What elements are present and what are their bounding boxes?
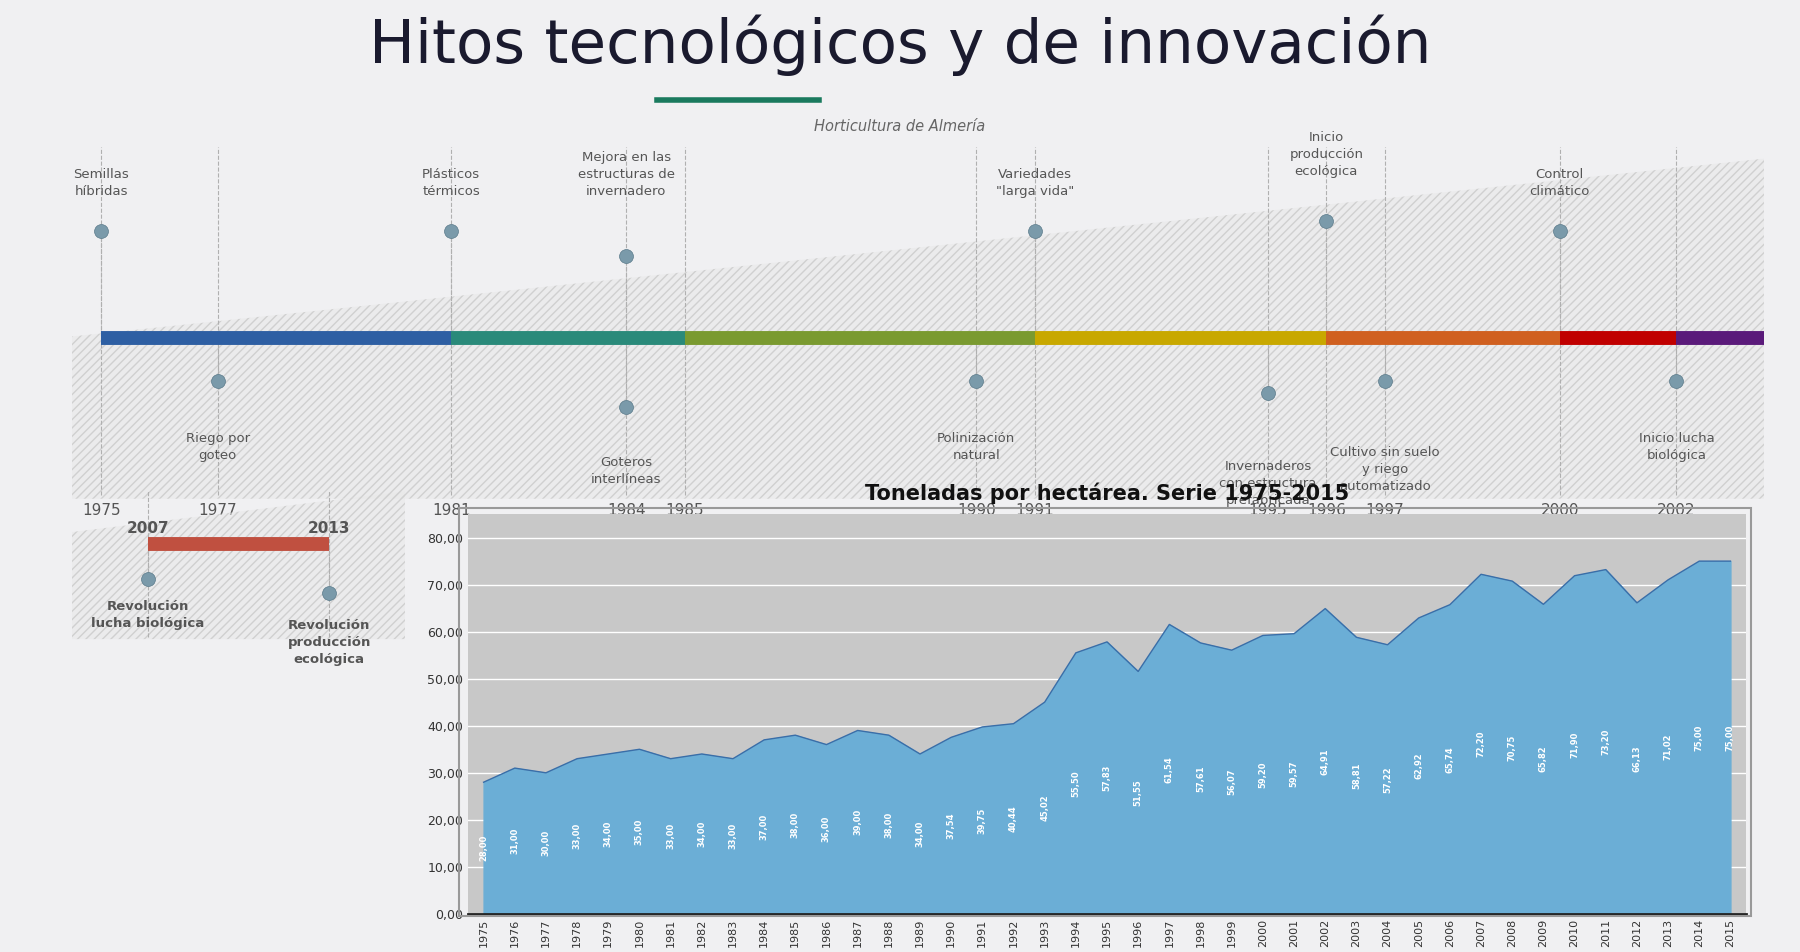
Text: 1981: 1981 (432, 503, 470, 518)
Text: 75,00: 75,00 (1726, 724, 1735, 751)
Text: 65,82: 65,82 (1539, 745, 1548, 772)
Text: 39,00: 39,00 (853, 809, 862, 835)
Text: Semillas
híbridas: Semillas híbridas (74, 168, 130, 198)
Text: 34,00: 34,00 (916, 821, 925, 847)
Polygon shape (72, 159, 1764, 499)
Text: 73,20: 73,20 (1602, 728, 1611, 755)
Text: 65,74: 65,74 (1445, 746, 1454, 773)
Text: Inicio lucha
biológica: Inicio lucha biológica (1638, 432, 1714, 463)
Text: 70,75: 70,75 (1508, 734, 1517, 761)
Text: Control
climático: Control climático (1530, 168, 1589, 198)
Text: 35,00: 35,00 (635, 819, 644, 844)
Text: 1977: 1977 (198, 503, 238, 518)
Text: 59,57: 59,57 (1289, 761, 1298, 787)
Text: 71,90: 71,90 (1570, 732, 1579, 758)
Text: Hitos tecnológicos y de innovación: Hitos tecnológicos y de innovación (369, 15, 1431, 76)
Text: Polinización
natural: Polinización natural (938, 432, 1015, 463)
Text: 72,20: 72,20 (1476, 731, 1485, 758)
Text: 57,83: 57,83 (1102, 764, 1112, 791)
Text: 1995: 1995 (1249, 503, 1287, 518)
Text: 39,75: 39,75 (977, 807, 986, 834)
Text: 57,61: 57,61 (1195, 765, 1204, 792)
Text: 37,00: 37,00 (760, 814, 769, 840)
Text: 56,07: 56,07 (1228, 769, 1237, 795)
Text: Revolución
lucha biológica: Revolución lucha biológica (92, 600, 205, 629)
Text: 2013: 2013 (308, 521, 351, 536)
Text: 58,81: 58,81 (1352, 763, 1361, 789)
Text: 34,00: 34,00 (697, 821, 706, 847)
Text: 1975: 1975 (81, 503, 121, 518)
Text: 33,00: 33,00 (729, 823, 738, 849)
Text: 37,54: 37,54 (947, 812, 956, 839)
Text: 2007: 2007 (126, 521, 169, 536)
Text: 38,00: 38,00 (884, 811, 893, 838)
Text: Cultivo sin suelo
y riego
automatizado: Cultivo sin suelo y riego automatizado (1330, 446, 1440, 493)
Text: 36,00: 36,00 (823, 816, 832, 843)
Text: 64,91: 64,91 (1321, 748, 1330, 775)
Text: 71,02: 71,02 (1663, 734, 1672, 760)
Text: 62,92: 62,92 (1415, 753, 1424, 780)
Text: 38,00: 38,00 (790, 811, 799, 838)
Text: 2000: 2000 (1541, 503, 1579, 518)
Text: 1985: 1985 (666, 503, 704, 518)
Text: Invernaderos
con estructura
prefabricada: Invernaderos con estructura prefabricada (1219, 460, 1318, 506)
Text: 66,13: 66,13 (1633, 745, 1642, 772)
Text: 2002: 2002 (1658, 503, 1696, 518)
Text: 51,55: 51,55 (1134, 780, 1143, 806)
Title: Toneladas por hectárea. Serie 1975-2015: Toneladas por hectárea. Serie 1975-2015 (864, 483, 1350, 505)
Text: 33,00: 33,00 (572, 823, 581, 849)
Polygon shape (72, 491, 405, 639)
Text: 31,00: 31,00 (509, 828, 518, 854)
Text: 33,00: 33,00 (666, 823, 675, 849)
Text: Riego por
goteo: Riego por goteo (185, 432, 250, 463)
Text: 40,44: 40,44 (1010, 805, 1019, 832)
Text: Variedades
"larga vida": Variedades "larga vida" (995, 168, 1075, 198)
Text: 28,00: 28,00 (479, 835, 488, 862)
Text: Plásticos
térmicos: Plásticos térmicos (423, 168, 481, 198)
Text: 1991: 1991 (1015, 503, 1055, 518)
Text: 57,22: 57,22 (1382, 766, 1391, 793)
Text: 45,02: 45,02 (1040, 795, 1049, 822)
Text: 1996: 1996 (1307, 503, 1346, 518)
Text: 55,50: 55,50 (1071, 770, 1080, 797)
Text: Revolución
producción
ecológica: Revolución producción ecológica (288, 620, 371, 666)
Text: Goteros
interlíneas: Goteros interlíneas (590, 456, 662, 486)
Text: 1990: 1990 (958, 503, 995, 518)
Text: 1984: 1984 (607, 503, 646, 518)
Text: Horticultura de Almería: Horticultura de Almería (814, 119, 986, 134)
Text: 34,00: 34,00 (603, 821, 612, 847)
Text: Inicio
producción
ecológica: Inicio producción ecológica (1289, 131, 1363, 178)
Text: 61,54: 61,54 (1165, 756, 1174, 783)
Text: 1997: 1997 (1366, 503, 1404, 518)
Text: 59,20: 59,20 (1258, 762, 1267, 788)
Text: Mejora en las
estructuras de
invernadero: Mejora en las estructuras de invernadero (578, 150, 675, 198)
Text: 30,00: 30,00 (542, 830, 551, 857)
Text: 75,00: 75,00 (1696, 724, 1705, 751)
